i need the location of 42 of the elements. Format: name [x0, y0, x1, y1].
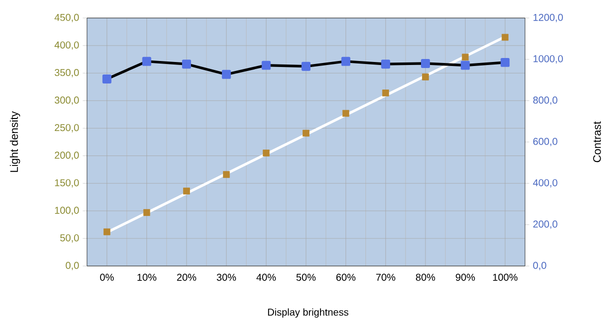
point: [104, 228, 110, 236]
x-tick-label: 60%: [336, 274, 356, 281]
x-tick-label: 90%: [456, 274, 475, 281]
x-tick-label: 70%: [376, 274, 396, 281]
point: [462, 54, 469, 61]
y2-tick-label: 200,0: [533, 220, 558, 229]
y-tick-label: 250,0: [54, 124, 79, 132]
y-tick-label: 400,0: [54, 41, 79, 50]
x-tick-label: 30%: [216, 274, 236, 281]
y2-axis-title: Contrast: [593, 121, 601, 162]
point: [382, 90, 390, 96]
y2-tick-label: 1000,0: [534, 55, 563, 64]
y2-tick-label: 400,0: [533, 179, 558, 188]
x-tick-label: 100%: [493, 274, 518, 281]
y-tick-label: 50,0: [60, 234, 79, 243]
y-tick-label: 200,0: [54, 152, 79, 160]
y-tick-label: 350,0: [54, 68, 79, 78]
y-axis-title: Light density: [10, 111, 20, 172]
point: [183, 188, 190, 194]
x-tick-label: 80%: [416, 274, 436, 281]
point: [143, 209, 150, 216]
point: [502, 34, 508, 41]
y-tick-label: 0,0: [66, 262, 79, 270]
point: [302, 130, 310, 137]
x-tick-label: 50%: [296, 274, 316, 281]
y2-tick-label: 800,0: [533, 96, 558, 105]
y-tick-label: 100,0: [55, 206, 79, 216]
y2-tick-label: 1200,0: [534, 14, 563, 22]
x-tick-label: 10%: [138, 274, 156, 281]
x-tick-label: 20%: [177, 274, 196, 281]
point: [422, 74, 429, 80]
y-tick-label: 300,0: [54, 96, 79, 105]
y2-tick-label: 0,0: [533, 262, 546, 270]
y-tick-label: 450,0: [54, 14, 79, 22]
y2-tick-label: 600,0: [533, 138, 558, 146]
y-tick-label: 150,0: [55, 179, 79, 188]
point: [222, 171, 230, 178]
x-tick-label: 40%: [256, 274, 276, 281]
point: [342, 110, 350, 117]
point: [262, 150, 270, 156]
x-tick-label: 0%: [100, 274, 114, 281]
x-axis-title: Display brightness: [268, 308, 348, 318]
